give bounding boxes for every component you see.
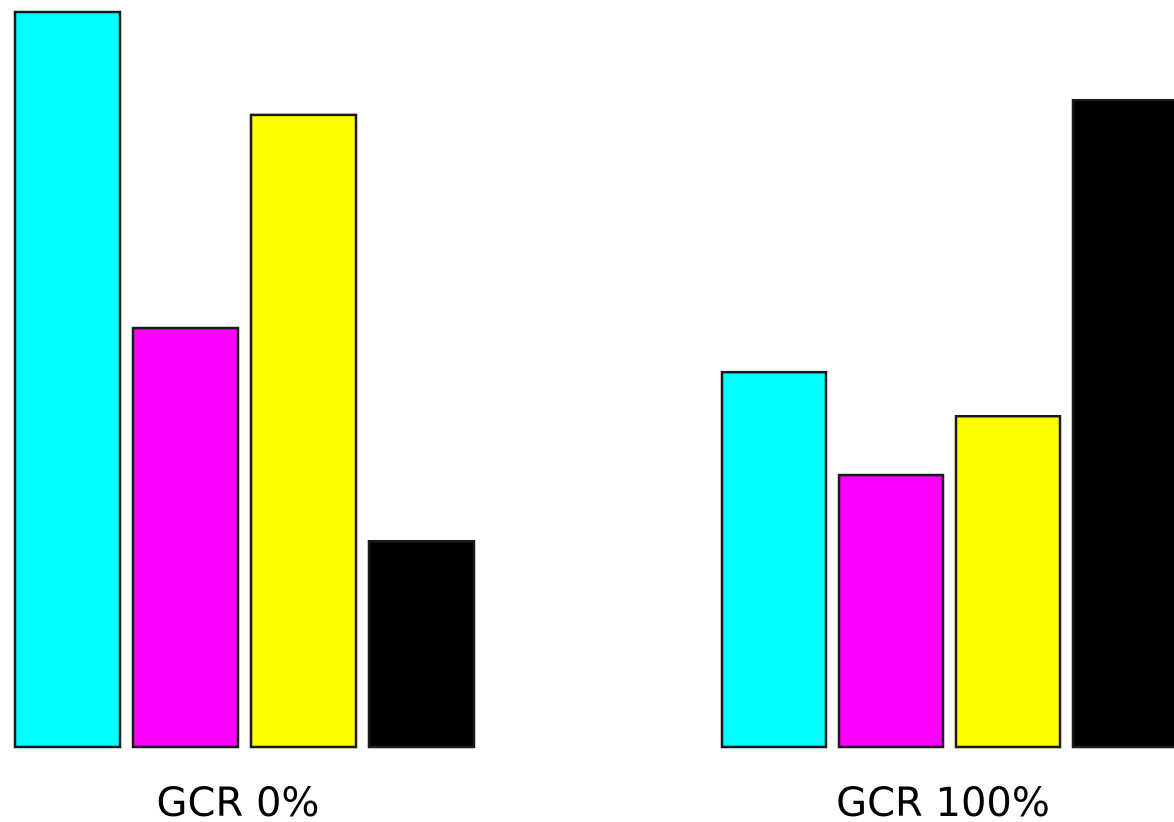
gcr-0-yellow-bar xyxy=(249,113,358,749)
gcr-0-black-bar xyxy=(367,539,476,749)
gcr-0-caption: GCR 0% xyxy=(157,780,320,822)
gcr-0-cyan-bar xyxy=(13,10,122,749)
gcr-100-magenta-bar xyxy=(837,473,945,749)
gcr-100-bars xyxy=(720,98,1174,749)
gcr-100-panel: GCR 100% xyxy=(720,98,1174,822)
gcr-100-caption: GCR 100% xyxy=(836,780,1050,822)
gcr-100-yellow-bar xyxy=(954,415,1062,749)
gcr-100-black-bar xyxy=(1071,98,1174,749)
gcr-0-panel: GCR 0% xyxy=(13,10,476,822)
gcr-100-cyan-bar xyxy=(720,370,828,749)
gcr-0-bars xyxy=(13,10,476,749)
gcr-0-magenta-bar xyxy=(131,326,240,749)
